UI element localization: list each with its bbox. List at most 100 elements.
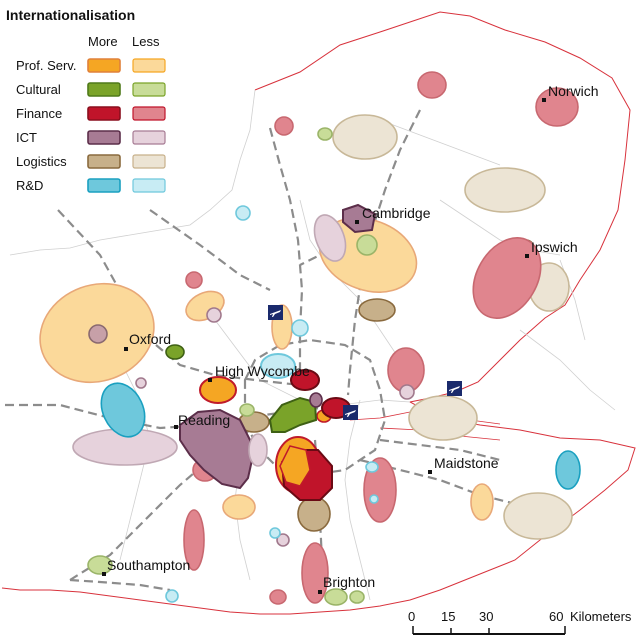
bubble-finance [274,116,294,136]
bubble-finance [472,237,542,319]
bubble-ict [206,307,222,323]
legend-col-less: Less [132,34,160,49]
bubble-rd [100,382,146,438]
town-reading: Reading [174,412,230,429]
bubble-logistics [332,114,398,160]
bubble-ict [309,392,323,408]
town-ipswich: Ipswich [525,239,578,258]
bubble-cultural [324,588,348,606]
airport-icon [447,381,462,396]
bubble-rd [291,319,309,337]
bubble-ict [313,214,347,262]
bubble-rd [165,589,179,603]
scale-tick-label: 60 [549,609,563,624]
bubble-ict [342,203,377,234]
town-southampton: Southampton [102,557,190,576]
legend-label: Finance [16,106,62,121]
legend-swatch-less [132,82,166,97]
bubble-prof-serv [222,494,256,520]
bubble-prof-serv [470,483,494,521]
bubble-finance [535,87,579,127]
town-label: Maidstone [434,455,499,471]
bubble-finance [301,542,329,604]
town-maidstone: Maidstone [428,455,499,474]
town-cambridge: Cambridge [355,205,431,224]
bubble-finance [183,509,205,571]
town-high-wycombe: High Wycombe [208,363,310,382]
motorway-a14 [149,209,271,291]
legend-title: Internationalisation [6,7,135,23]
legend-swatch-less [132,178,166,193]
legend-label: R&D [16,178,43,193]
scale-tick-label: 30 [479,609,493,624]
coastline [1,11,636,615]
bubble-ict [88,324,108,344]
bubble-cultural [87,555,113,575]
bubble-cultural [268,396,318,433]
bubble-finance [279,445,311,487]
legend-swatch-more [87,58,121,73]
airport-icon [343,405,358,420]
bubble-logistics [297,496,331,532]
town-norwich: Norwich [542,83,599,102]
bubble-rd [555,450,581,490]
legend-swatch-more [87,130,121,145]
town-label: Ipswich [531,239,578,255]
bubble-rd [260,353,296,379]
legend-swatch-less [132,154,166,169]
town-label: Reading [178,412,230,428]
town-label: Southampton [107,557,190,573]
scale-bar: 0 15 30 60 Kilometers [408,609,632,635]
legend-col-more: More [88,34,118,49]
bubble-prof-serv [199,376,237,404]
legend-label: Cultural [16,82,61,97]
motorway-m3 [69,416,286,581]
bubble-finance [290,369,320,391]
town-label: Brighton [323,574,375,590]
towns: Norwich Cambridge Ipswich Oxford High Wy… [102,83,599,594]
bubble-cultural [356,234,378,256]
bubble-finance [185,271,203,289]
town-oxford: Oxford [124,331,171,351]
bubble-ict [135,377,147,389]
bubble-rd [235,205,251,221]
bubble-finance [269,589,287,605]
bubbles [39,71,581,606]
scale-tick-label: 15 [441,609,455,624]
bubble-finance [417,71,447,99]
bubble-ict [248,433,268,467]
town-label: Cambridge [362,205,431,221]
bubble-rd [369,494,379,504]
town-brighton: Brighton [318,574,375,594]
scale-unit: Kilometers [570,609,632,624]
bubble-logistics [503,492,573,540]
bubble-logistics [358,298,396,322]
bubble-cultural [349,590,365,604]
town-label: Norwich [548,83,599,99]
legend: Internationalisation More Less Prof. Ser… [6,7,166,193]
motorway-m2 [379,438,501,462]
bubble-cultural [239,403,255,417]
bubble-finance [363,457,397,523]
motorway-m27 [69,578,171,592]
town-label: Oxford [129,331,171,347]
legend-swatch-less [132,106,166,121]
legend-swatch-more [87,178,121,193]
bubble-logistics [408,395,478,441]
airport-icon [268,305,283,320]
legend-label: Prof. Serv. [16,58,76,73]
motorway-m40 [57,209,301,387]
bubble-ict [399,384,415,400]
bubble-prof-serv [185,290,225,322]
bubble-rd [365,461,379,473]
legend-swatch-less [132,130,166,145]
legend-label: Logistics [16,154,67,169]
legend-swatch-more [87,154,121,169]
motorway-m4 [5,403,321,430]
legend-label: ICT [16,130,37,145]
bubble-rd [269,527,281,539]
bubble-ict [179,408,254,490]
motorway-m1 [268,127,304,380]
bubble-cultural [317,127,333,141]
